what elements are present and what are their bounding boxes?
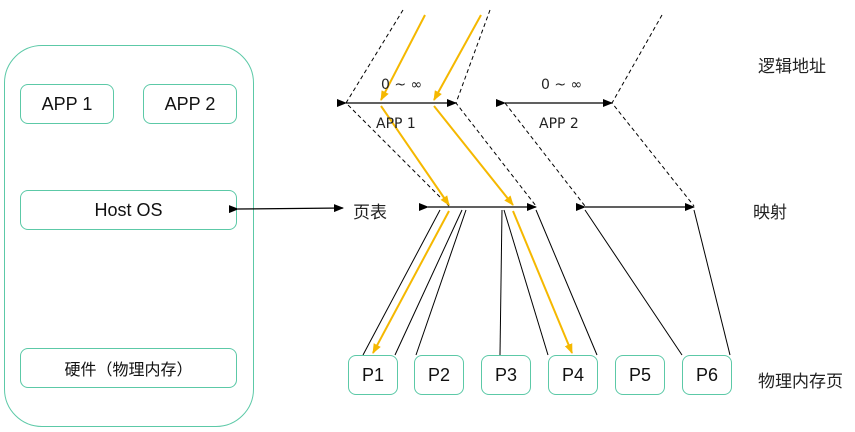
app1-box[interactable]: APP 1 (20, 84, 114, 124)
page-p3[interactable]: P3 (481, 355, 531, 395)
app2-range-label: 0 ~ ∞ (541, 77, 583, 93)
mapping-label: 映射 (753, 203, 787, 223)
page-p2-label: P2 (427, 364, 451, 385)
logical-app1-label: APP 1 (376, 116, 416, 132)
physical-pages-label: 物理内存页 (758, 372, 843, 392)
page-p5[interactable]: P5 (615, 355, 665, 395)
system-container (4, 45, 254, 427)
page-p1[interactable]: P1 (348, 355, 398, 395)
physical-mapping-lines (362, 209, 731, 356)
host-os-page-table-arrow (228, 204, 344, 214)
logical-address-label: 逻辑地址 (758, 57, 826, 77)
page-p5-label: P5 (628, 364, 652, 385)
logical-app2-label: APP 2 (539, 116, 579, 132)
page-p1-label: P1 (361, 364, 385, 385)
host-os-label: Host OS (94, 199, 163, 220)
page-p3-label: P3 (494, 364, 518, 385)
highlight-paths (372, 14, 573, 354)
host-os-box[interactable]: Host OS (20, 190, 237, 230)
hardware-label: 硬件（物理内存） (64, 362, 193, 379)
page-p2[interactable]: P2 (414, 355, 464, 395)
app2-label: APP 2 (164, 93, 216, 114)
page-p4-label: P4 (561, 364, 585, 385)
logical-boundaries (345, 9, 695, 207)
page-p6[interactable]: P6 (682, 355, 732, 395)
app2-box[interactable]: APP 2 (143, 84, 237, 124)
page-p6-label: P6 (695, 364, 719, 385)
hardware-box[interactable]: 硬件（物理内存） (20, 348, 237, 388)
page-p4[interactable]: P4 (548, 355, 598, 395)
app1-label: APP 1 (41, 93, 93, 114)
page-table-label: 页表 (353, 203, 387, 223)
app1-range-label: 0 ~ ∞ (381, 77, 423, 93)
